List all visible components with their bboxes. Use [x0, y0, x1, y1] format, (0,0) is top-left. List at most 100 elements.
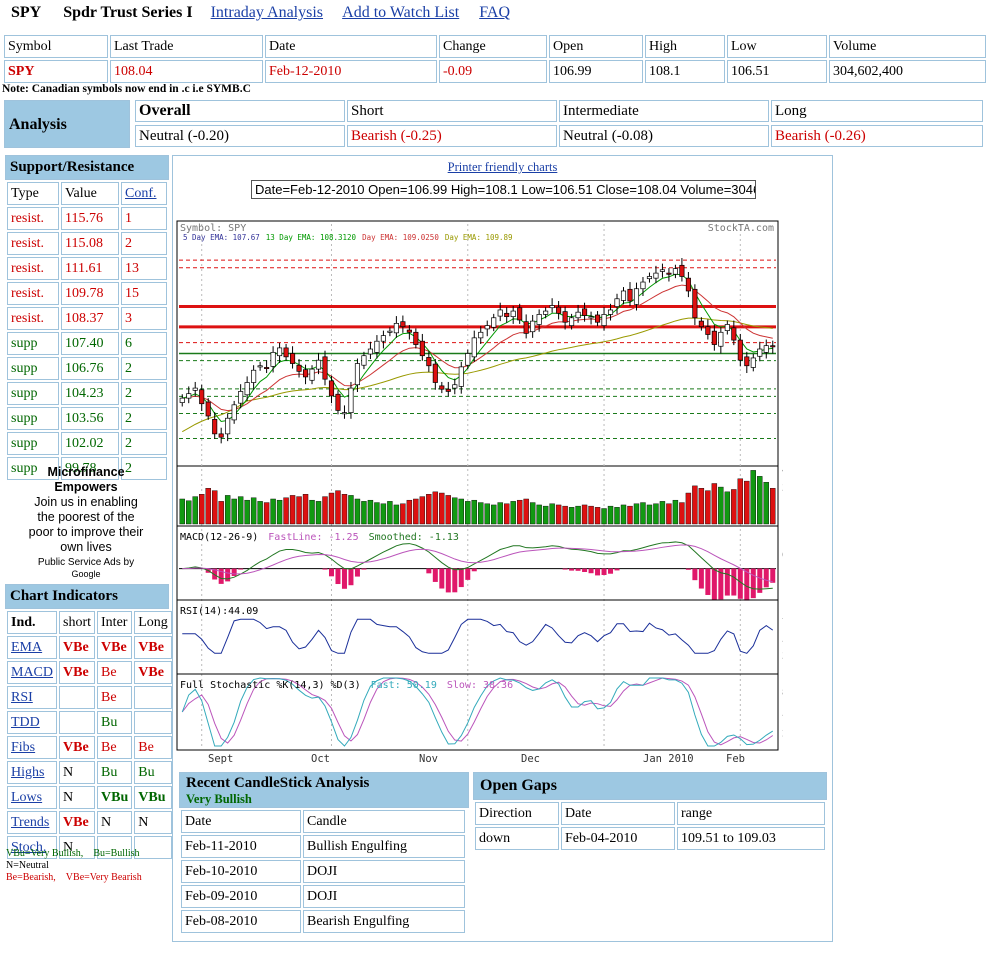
ema-line	[182, 273, 773, 422]
quote-open: 106.99	[549, 60, 643, 83]
sr-row: supp 107.40 6	[7, 332, 167, 355]
indicator-link-trends[interactable]: Trends	[11, 814, 50, 830]
quote-symbol: SPY	[4, 60, 108, 83]
sr-type: supp	[7, 457, 59, 480]
macd-histogram-bar	[601, 568, 607, 575]
candle-body	[718, 331, 724, 347]
candle-body	[199, 389, 205, 405]
indicator-link-ema[interactable]: EMA	[11, 639, 43, 655]
volume-bar	[744, 480, 750, 525]
chart-symbol-label: Symbol: SPY	[180, 223, 246, 234]
indicator-link-fibs[interactable]: Fibs	[11, 739, 36, 755]
volume-bar	[614, 507, 620, 525]
analysis-header-intermediate: Intermediate	[559, 100, 769, 122]
indicator-name-cell: MACD	[7, 661, 58, 684]
candle-body	[491, 317, 497, 328]
candle-body	[614, 298, 620, 307]
candle-body	[348, 387, 354, 414]
candle-pattern: Bearish Engulfing	[303, 910, 465, 933]
sr-conf: 3	[121, 307, 167, 330]
volume-bar	[504, 503, 510, 525]
candle-date: Feb-10-2010	[181, 860, 301, 883]
indicator-row: Lows N VBu VBu	[7, 786, 172, 809]
candle-date: Feb-11-2010	[181, 835, 301, 858]
candle-body	[575, 311, 581, 319]
quote-value-row: SPY 108.04 Feb-12-2010 -0.09 106.99 108.…	[4, 60, 986, 83]
candle-body	[290, 353, 296, 364]
volume-bar	[575, 505, 581, 525]
macd-histogram-bar	[341, 568, 347, 589]
sr-type: supp	[7, 332, 59, 355]
indicator-short: VBe	[59, 811, 96, 834]
indicator-row: Trends VBe N N	[7, 811, 172, 834]
indicator-name-cell: Stoch.	[7, 836, 58, 859]
price-tick-label: 100.00	[782, 432, 783, 443]
candle-body	[744, 356, 750, 367]
quote-header: Change	[439, 35, 547, 58]
volume-bar	[393, 504, 400, 525]
indicator-link-tdd[interactable]: TDD	[11, 714, 40, 730]
volume-panel: 462.70 M 308.47 M 154.23 M	[177, 465, 783, 527]
indicator-link-highs[interactable]: Highs	[11, 764, 45, 780]
indicator-link-lows[interactable]: Lows	[11, 789, 43, 805]
candle-body	[705, 326, 711, 335]
macd-histogram-bar	[322, 568, 328, 570]
macd-histogram-bar	[361, 568, 367, 570]
candle-body	[452, 384, 458, 389]
macd-histogram-bar	[562, 568, 568, 570]
macd-histogram-bar	[763, 568, 769, 588]
sr-header-conf-link[interactable]: Conf.	[125, 185, 157, 201]
candle-body	[445, 388, 451, 392]
volume-bar	[296, 496, 302, 525]
candle-body	[387, 330, 393, 333]
public-service-ad[interactable]: Microfinance Empowers Join us in enablin…	[5, 465, 167, 579]
sr-row: resist. 111.61 13	[7, 257, 167, 280]
indicator-long: VBe	[134, 636, 172, 659]
volume-bar	[199, 494, 205, 525]
macd-histogram-bar	[582, 568, 588, 572]
macd-histogram-bar	[328, 568, 334, 577]
ad-footer-google: Google	[71, 569, 101, 579]
sr-row: resist. 108.37 3	[7, 307, 167, 330]
indicator-link-stoch[interactable]: Stoch.	[11, 839, 47, 855]
chart-indicators-panel: Chart Indicators Ind. short Inter Long E…	[5, 584, 172, 861]
quote-high: 108.1	[645, 60, 725, 83]
indicator-link-rsi[interactable]: RSI	[11, 689, 33, 705]
price-tick-label: 112.50	[782, 293, 783, 304]
macd-histogram-bar	[685, 568, 691, 570]
macd-histogram-bar	[458, 568, 464, 588]
candle-body	[335, 393, 341, 411]
add-to-watchlist-link[interactable]: Add to Watch List	[342, 4, 460, 21]
candle-body	[530, 320, 536, 333]
volume-bar	[653, 503, 659, 525]
candle-body	[406, 329, 412, 333]
volume-bar	[698, 488, 705, 525]
indicator-link-macd[interactable]: MACD	[11, 664, 54, 680]
candle-body	[659, 269, 665, 272]
volume-bar	[588, 505, 594, 525]
volume-bar	[315, 501, 322, 525]
faq-link[interactable]: FAQ	[479, 4, 511, 21]
stock-chart[interactable]: 117.50 115.00 112.50 110.00 107.50 105.00 102.…	[173, 218, 783, 773]
macd-histogram-bar	[569, 568, 575, 571]
candle-body	[698, 320, 704, 328]
x-axis-label: Jan 2010	[643, 753, 694, 765]
candle-body	[685, 277, 691, 292]
quote-header: High	[645, 35, 725, 58]
macd-histogram-bar	[225, 568, 231, 582]
macd-histogram-bar	[471, 568, 477, 572]
candle-body	[478, 331, 484, 339]
macd-histogram-bar	[698, 568, 704, 589]
printer-friendly-charts-link[interactable]: Printer friendly charts	[447, 160, 558, 174]
quote-change: -0.09	[439, 60, 547, 83]
volume-bar	[192, 496, 198, 525]
sr-header-type: Type	[7, 182, 59, 205]
intraday-analysis-link[interactable]: Intraday Analysis	[210, 4, 324, 21]
volume-bar	[659, 501, 666, 525]
x-axis-label: Feb	[726, 753, 745, 765]
candle-body	[393, 322, 399, 334]
rsi-tick-label: 70	[782, 617, 783, 628]
candle-body	[413, 331, 419, 345]
x-axis-label: Nov	[419, 753, 438, 765]
page-header: SPY Spdr Trust Series I Intraday Analysi…	[11, 4, 526, 26]
